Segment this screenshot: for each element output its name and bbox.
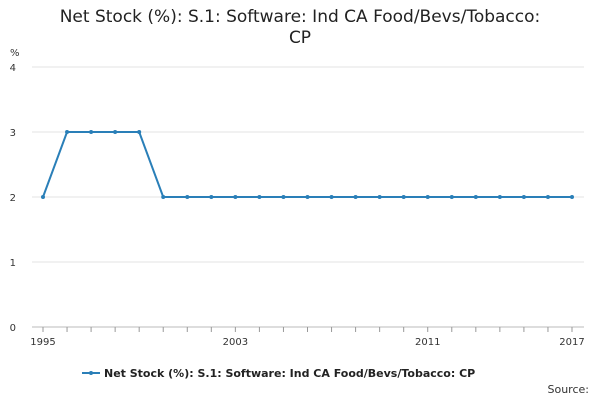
data-point[interactable] (65, 130, 70, 134)
series-layer (41, 130, 574, 199)
series-line (42, 131, 572, 198)
y-tick-label: 2 (10, 193, 16, 204)
x-axis: 1995 2003 2011 2017 (30, 327, 585, 348)
data-point[interactable] (329, 195, 334, 199)
data-point[interactable] (281, 195, 286, 199)
data-point[interactable] (257, 195, 262, 199)
y-tick-label: 1 (10, 258, 16, 269)
chart-title-line-1: Net Stock (%): S.1: Software: Ind CA Foo… (60, 7, 541, 27)
x-tick-label: 2003 (223, 337, 248, 348)
y-tick-label: 4 (10, 63, 16, 74)
x-tick-label: 2017 (559, 337, 584, 348)
y-axis-ticks: 0 1 2 3 4 (10, 63, 16, 334)
data-point[interactable] (449, 195, 454, 199)
data-point[interactable] (425, 195, 430, 199)
data-point[interactable] (497, 195, 502, 199)
x-tick-label: 2011 (415, 337, 440, 348)
data-point[interactable] (233, 195, 238, 199)
data-point[interactable] (41, 195, 45, 199)
data-point[interactable] (401, 195, 406, 199)
data-point[interactable] (545, 195, 550, 199)
data-point[interactable] (377, 195, 382, 199)
data-point[interactable] (305, 195, 310, 199)
legend[interactable]: Net Stock (%): S.1: Software: Ind CA Foo… (82, 367, 475, 380)
data-point[interactable] (113, 130, 118, 134)
data-point[interactable] (89, 130, 94, 134)
x-tick-label: 1995 (30, 337, 55, 348)
data-point[interactable] (209, 195, 214, 199)
data-point[interactable] (570, 195, 574, 199)
legend-swatch-dot (89, 371, 93, 375)
data-point[interactable] (185, 195, 190, 199)
data-point[interactable] (473, 195, 478, 199)
y-axis-unit: % (10, 48, 20, 59)
data-point[interactable] (353, 195, 358, 199)
data-point[interactable] (161, 195, 166, 199)
data-point[interactable] (521, 195, 526, 199)
legend-label: Net Stock (%): S.1: Software: Ind CA Foo… (104, 367, 475, 380)
y-tick-label: 0 (10, 323, 16, 334)
y-tick-label: 3 (10, 128, 16, 139)
chart-title-line-2: CP (289, 28, 311, 48)
source-label: Source: (548, 383, 590, 396)
data-point[interactable] (137, 130, 142, 134)
